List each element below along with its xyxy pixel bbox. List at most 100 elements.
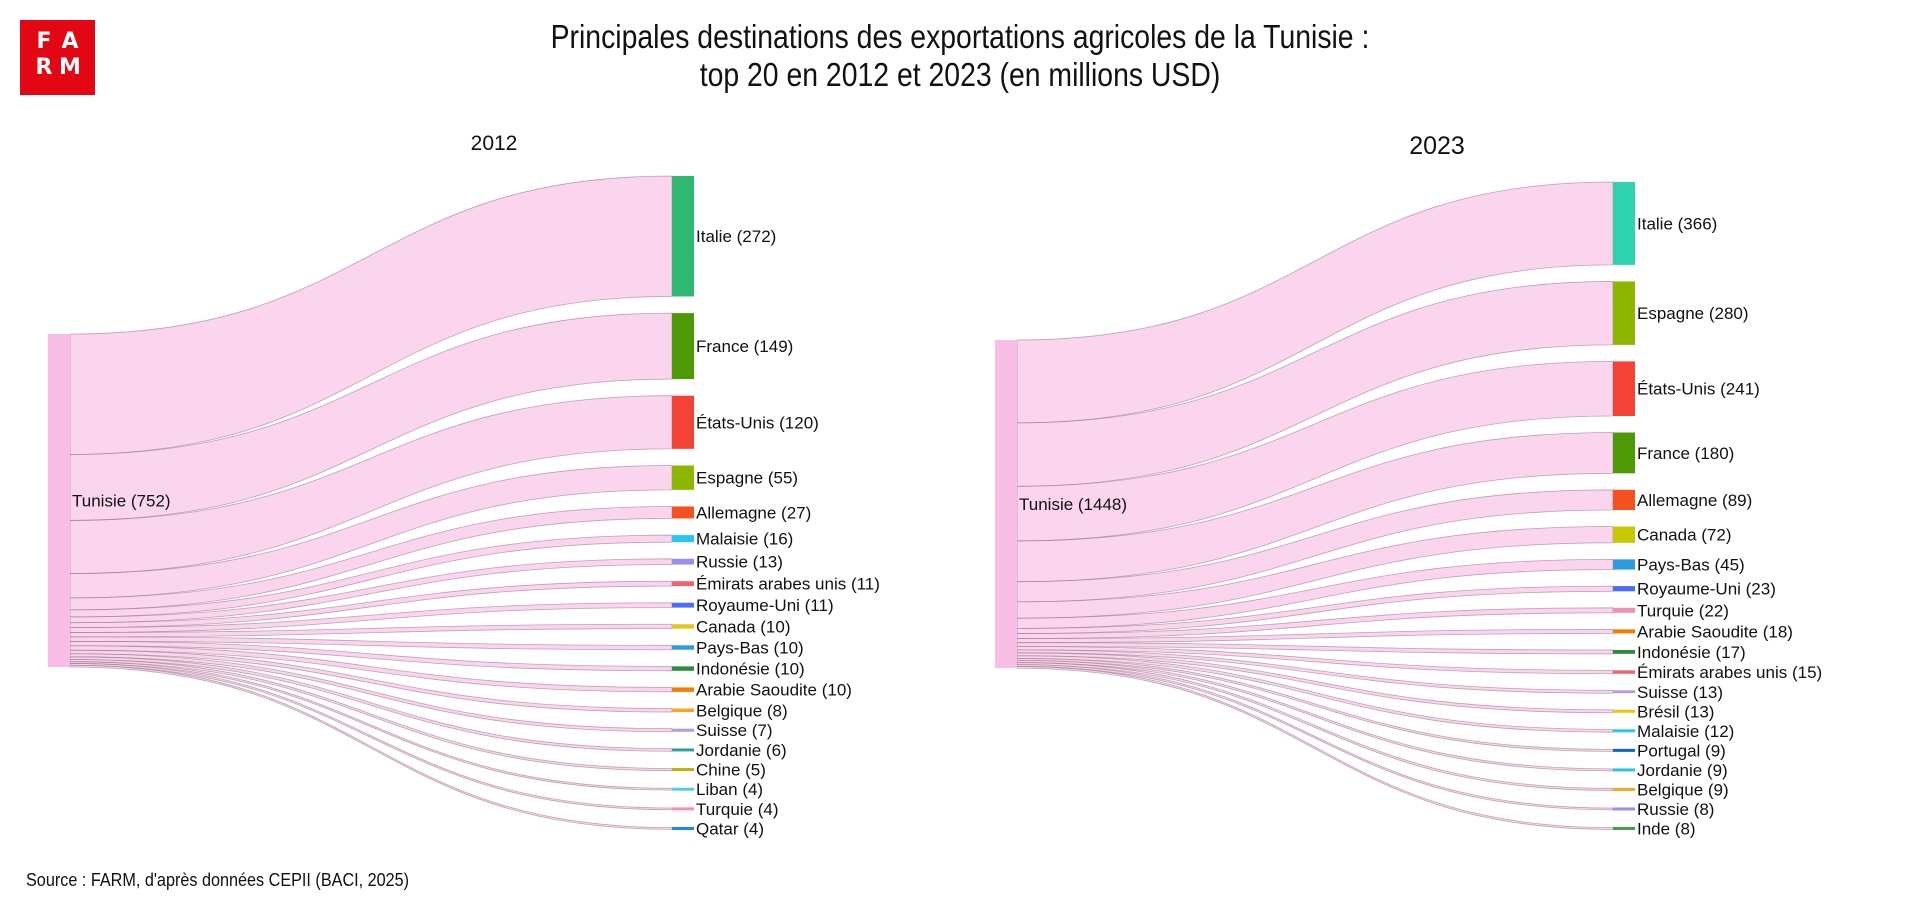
link-italie — [69, 175, 673, 455]
target-label-turquie: Turquie (22) — [1637, 601, 1729, 620]
target-node-arabie-saoudite — [1613, 629, 1635, 634]
title-line-2: top 20 en 2012 et 2023 (en millions USD) — [699, 56, 1221, 93]
target-node-royaume-uni — [672, 602, 694, 608]
target-node-espagne — [672, 465, 694, 490]
target-node-italie — [672, 176, 694, 297]
target-label-jordanie: Jordanie (6) — [696, 741, 787, 760]
target-node-france — [672, 313, 694, 380]
link-malaisie — [69, 534, 673, 618]
logo-letter: M — [59, 55, 81, 80]
target-label-belgique: Belgique (9) — [1637, 780, 1729, 799]
source-node-tunisie — [995, 340, 1017, 668]
target-label-malaisie: Malaisie (12) — [1637, 722, 1734, 741]
target-node-france — [1613, 432, 1635, 474]
target-label-italie: Italie (272) — [696, 227, 776, 246]
target-label-inde: Inde (8) — [1637, 820, 1696, 839]
links — [1016, 181, 1614, 830]
link-pays-bas — [69, 636, 673, 651]
target-label-canada: Canada (72) — [1637, 526, 1732, 545]
target-label-turquie: Turquie (4) — [696, 800, 779, 819]
sankey-panel-2012: Tunisie (752) Italie (272) France (149) Éta… — [48, 132, 880, 839]
target-label-chine: Chine (5) — [696, 761, 766, 780]
target-label-canada: Canada (10) — [696, 617, 791, 636]
logo-letter: A — [61, 29, 79, 54]
source-note: Source : FARM, d'après données CEPII (BA… — [26, 870, 410, 890]
logo-letter: F — [36, 29, 52, 54]
target-node-canada — [1613, 526, 1635, 543]
target-label-jordanie: Jordanie (9) — [1637, 761, 1728, 780]
target-node-chine — [672, 768, 694, 772]
panel-title-2023: 2023 — [1409, 132, 1465, 160]
target-label-liban: Liban (4) — [696, 780, 763, 799]
target-node-liban — [672, 787, 694, 791]
target-node-jordanie — [672, 748, 694, 752]
target-label-emirats-arabes-unis: Émirats arabes unis (15) — [1637, 663, 1822, 682]
target-node-russie — [672, 558, 694, 565]
target-node-etats-unis — [672, 395, 694, 449]
link-russie — [69, 558, 673, 624]
target-label-espagne: Espagne (55) — [696, 469, 798, 488]
target-label-bresil: Brésil (13) — [1637, 702, 1714, 721]
target-node-belgique — [672, 708, 694, 713]
target-node-arabie-saoudite — [672, 687, 694, 692]
target-label-allemagne: Allemagne (89) — [1637, 491, 1752, 510]
link-turquie — [69, 663, 673, 811]
link-russie — [1016, 664, 1614, 811]
logo-letter: R — [35, 55, 53, 80]
link-chine — [69, 659, 673, 772]
target-label-russie: Russie (13) — [696, 553, 783, 572]
target-label-royaume-uni: Royaume-Uni (23) — [1637, 580, 1776, 599]
link-arabie-saoudite — [69, 645, 673, 693]
target-node-turquie — [672, 807, 694, 811]
target-label-pays-bas: Pays-Bas (10) — [696, 639, 804, 658]
target-label-arabie-saoudite: Arabie Saoudite (18) — [1637, 622, 1793, 641]
target-label-royaume-uni: Royaume-Uni (11) — [696, 596, 834, 615]
target-label-espagne: Espagne (280) — [1637, 304, 1749, 323]
link-jordanie — [1016, 660, 1614, 772]
target-label-suisse: Suisse (13) — [1637, 683, 1723, 702]
target-label-etats-unis: États-Unis (241) — [1637, 380, 1760, 399]
target-node-espagne — [1613, 281, 1635, 345]
target-label-portugal: Portugal (9) — [1637, 741, 1726, 760]
target-label-indonesie: Indonésie (17) — [1637, 643, 1746, 662]
title-line-1: Principales destinations des exportation… — [550, 18, 1370, 55]
target-node-canada — [672, 624, 694, 629]
target-node-etats-unis — [1613, 361, 1635, 416]
target-label-france: France (149) — [696, 337, 793, 356]
links — [69, 175, 673, 830]
target-label-indonesie: Indonésie (10) — [696, 660, 805, 679]
target-node-allemagne — [1613, 489, 1635, 510]
source-node-tunisie — [48, 334, 70, 667]
target-node-jordanie — [1613, 768, 1635, 772]
panel-title-2012: 2012 — [471, 132, 518, 155]
target-node-suisse — [672, 728, 694, 732]
target-node-suisse — [1613, 690, 1635, 694]
link-allemagne — [69, 506, 673, 611]
target-node-russie — [1613, 807, 1635, 811]
link-etats-unis — [69, 395, 673, 574]
target-node-pays-bas — [1613, 559, 1635, 570]
target-label-russie: Russie (8) — [1637, 800, 1714, 819]
link-royaume-uni — [69, 602, 673, 633]
target-label-malaisie: Malaisie (16) — [696, 530, 793, 549]
target-node-portugal — [1613, 748, 1635, 752]
target-label-arabie-saoudite: Arabie Saoudite (10) — [696, 681, 852, 700]
target-node-indonesie — [672, 666, 694, 671]
target-label-etats-unis: États-Unis (120) — [696, 413, 819, 432]
target-node-allemagne — [672, 506, 694, 519]
target-node-bresil — [1613, 709, 1635, 713]
target-label-pays-bas: Pays-Bas (45) — [1637, 555, 1745, 574]
target-node-qatar — [672, 827, 694, 830]
target-node-turquie — [1613, 607, 1635, 613]
target-label-france: France (180) — [1637, 444, 1734, 463]
target-label-suisse: Suisse (7) — [696, 721, 773, 740]
target-node-malaisie — [1613, 729, 1635, 733]
target-node-emirats-arabes-unis — [1613, 670, 1635, 674]
target-label-qatar: Qatar (4) — [696, 820, 764, 839]
target-label-belgique: Belgique (8) — [696, 701, 788, 720]
target-node-inde — [1613, 827, 1635, 830]
target-node-malaisie — [672, 535, 694, 543]
target-label-emirats-arabes-unis: Émirats arabes unis (11) — [696, 575, 880, 594]
